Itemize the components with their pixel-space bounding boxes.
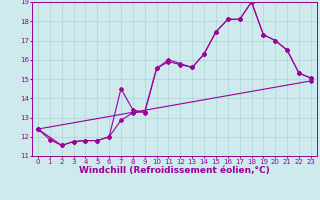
X-axis label: Windchill (Refroidissement éolien,°C): Windchill (Refroidissement éolien,°C): [79, 166, 270, 175]
